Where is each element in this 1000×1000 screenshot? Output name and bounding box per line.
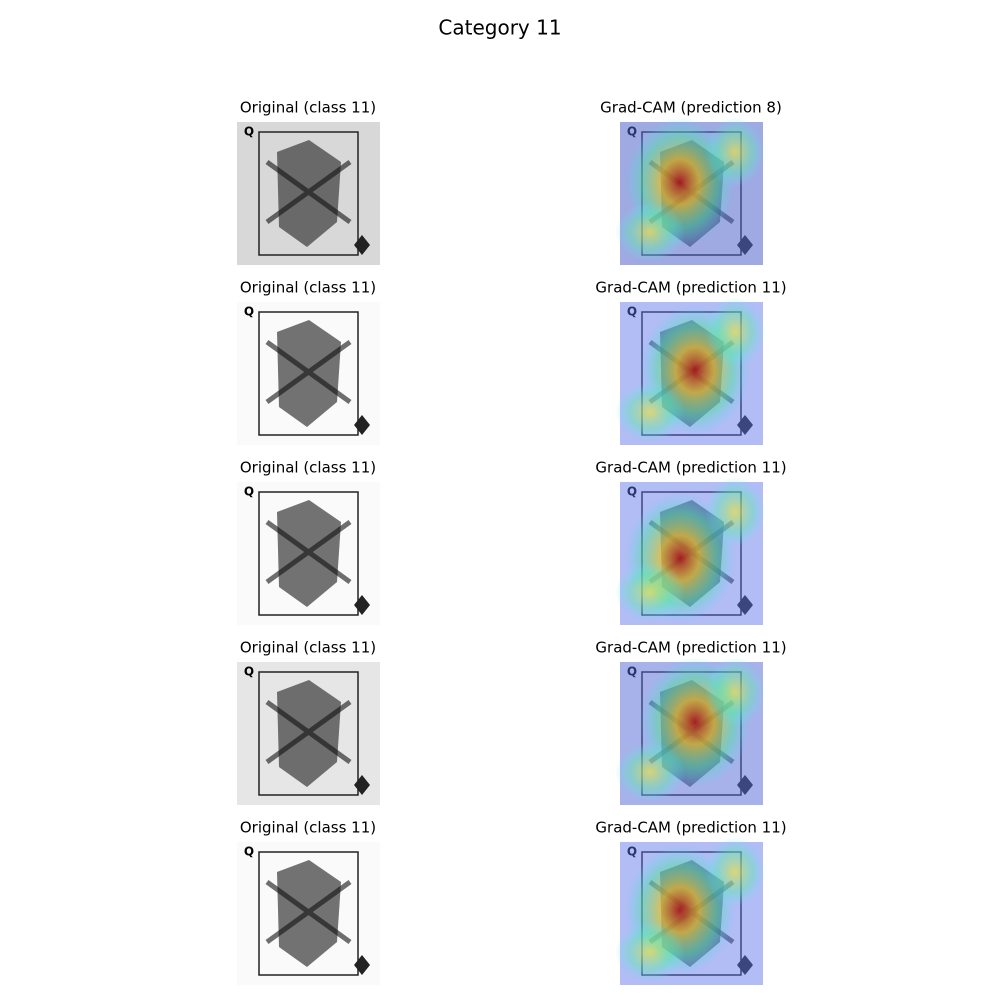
heatmap-blob xyxy=(615,562,685,622)
card-index: Q xyxy=(627,305,637,319)
gradcam-image: Q xyxy=(615,477,765,625)
card-index: Q xyxy=(627,485,637,499)
original-image: Q xyxy=(237,482,380,625)
card-suit xyxy=(737,235,753,255)
card-suit xyxy=(737,595,753,615)
image-title: Grad-CAM (prediction 8) xyxy=(600,99,782,117)
image-title: Original (class 11) xyxy=(240,639,376,657)
image-title: Original (class 11) xyxy=(240,459,376,477)
heatmap-blob xyxy=(705,117,765,187)
heatmap-blob xyxy=(615,382,685,442)
card-frame xyxy=(258,131,359,256)
gradcam-image: Q xyxy=(615,297,765,445)
card-figure-detail xyxy=(265,159,352,225)
card-suit xyxy=(354,235,370,255)
gradcam-image: Q xyxy=(615,837,765,985)
image-title: Grad-CAM (prediction 11) xyxy=(595,279,786,297)
card-index: Q xyxy=(244,665,254,679)
card-figure-detail xyxy=(265,879,352,945)
card-suit xyxy=(354,595,370,615)
card-frame xyxy=(258,491,359,616)
image-title: Original (class 11) xyxy=(240,99,376,117)
heatmap-blob xyxy=(705,297,765,367)
heatmap-blob xyxy=(705,477,765,547)
image-grid: Original (class 11) Grad-CAM (prediction … xyxy=(237,99,787,985)
original-image: Q xyxy=(237,122,380,265)
heatmap-blob xyxy=(615,742,685,802)
original-image: Q xyxy=(237,662,380,805)
image-title: Grad-CAM (prediction 11) xyxy=(595,639,786,657)
card-suit xyxy=(737,955,753,975)
heatmap-blob xyxy=(615,202,685,262)
card-figure-detail xyxy=(265,699,352,765)
card-index: Q xyxy=(627,845,637,859)
heatmap-blob xyxy=(615,922,685,982)
card-figure-detail xyxy=(265,519,352,585)
gradcam-image: Q xyxy=(615,117,765,265)
card-frame xyxy=(258,671,359,796)
image-title: Grad-CAM (prediction 11) xyxy=(595,819,786,837)
card-suit xyxy=(354,955,370,975)
card-suit xyxy=(737,775,753,795)
card-index: Q xyxy=(244,125,254,139)
heatmap-blob xyxy=(705,657,765,727)
original-image: Q xyxy=(237,302,380,445)
image-title: Original (class 11) xyxy=(240,279,376,297)
card-suit xyxy=(737,415,753,435)
card-index: Q xyxy=(627,125,637,139)
heatmap-blob xyxy=(705,837,765,907)
figure-title: Category 11 xyxy=(438,16,561,40)
card-frame xyxy=(258,311,359,436)
card-suit xyxy=(354,775,370,795)
card-index: Q xyxy=(627,665,637,679)
card-suit xyxy=(354,415,370,435)
card-index: Q xyxy=(244,845,254,859)
original-image: Q xyxy=(237,842,380,985)
gradcam-image: Q xyxy=(615,657,765,805)
card-frame xyxy=(258,851,359,976)
image-title: Grad-CAM (prediction 11) xyxy=(595,459,786,477)
image-title: Original (class 11) xyxy=(240,819,376,837)
card-index: Q xyxy=(244,485,254,499)
card-index: Q xyxy=(244,305,254,319)
card-figure-detail xyxy=(265,339,352,405)
